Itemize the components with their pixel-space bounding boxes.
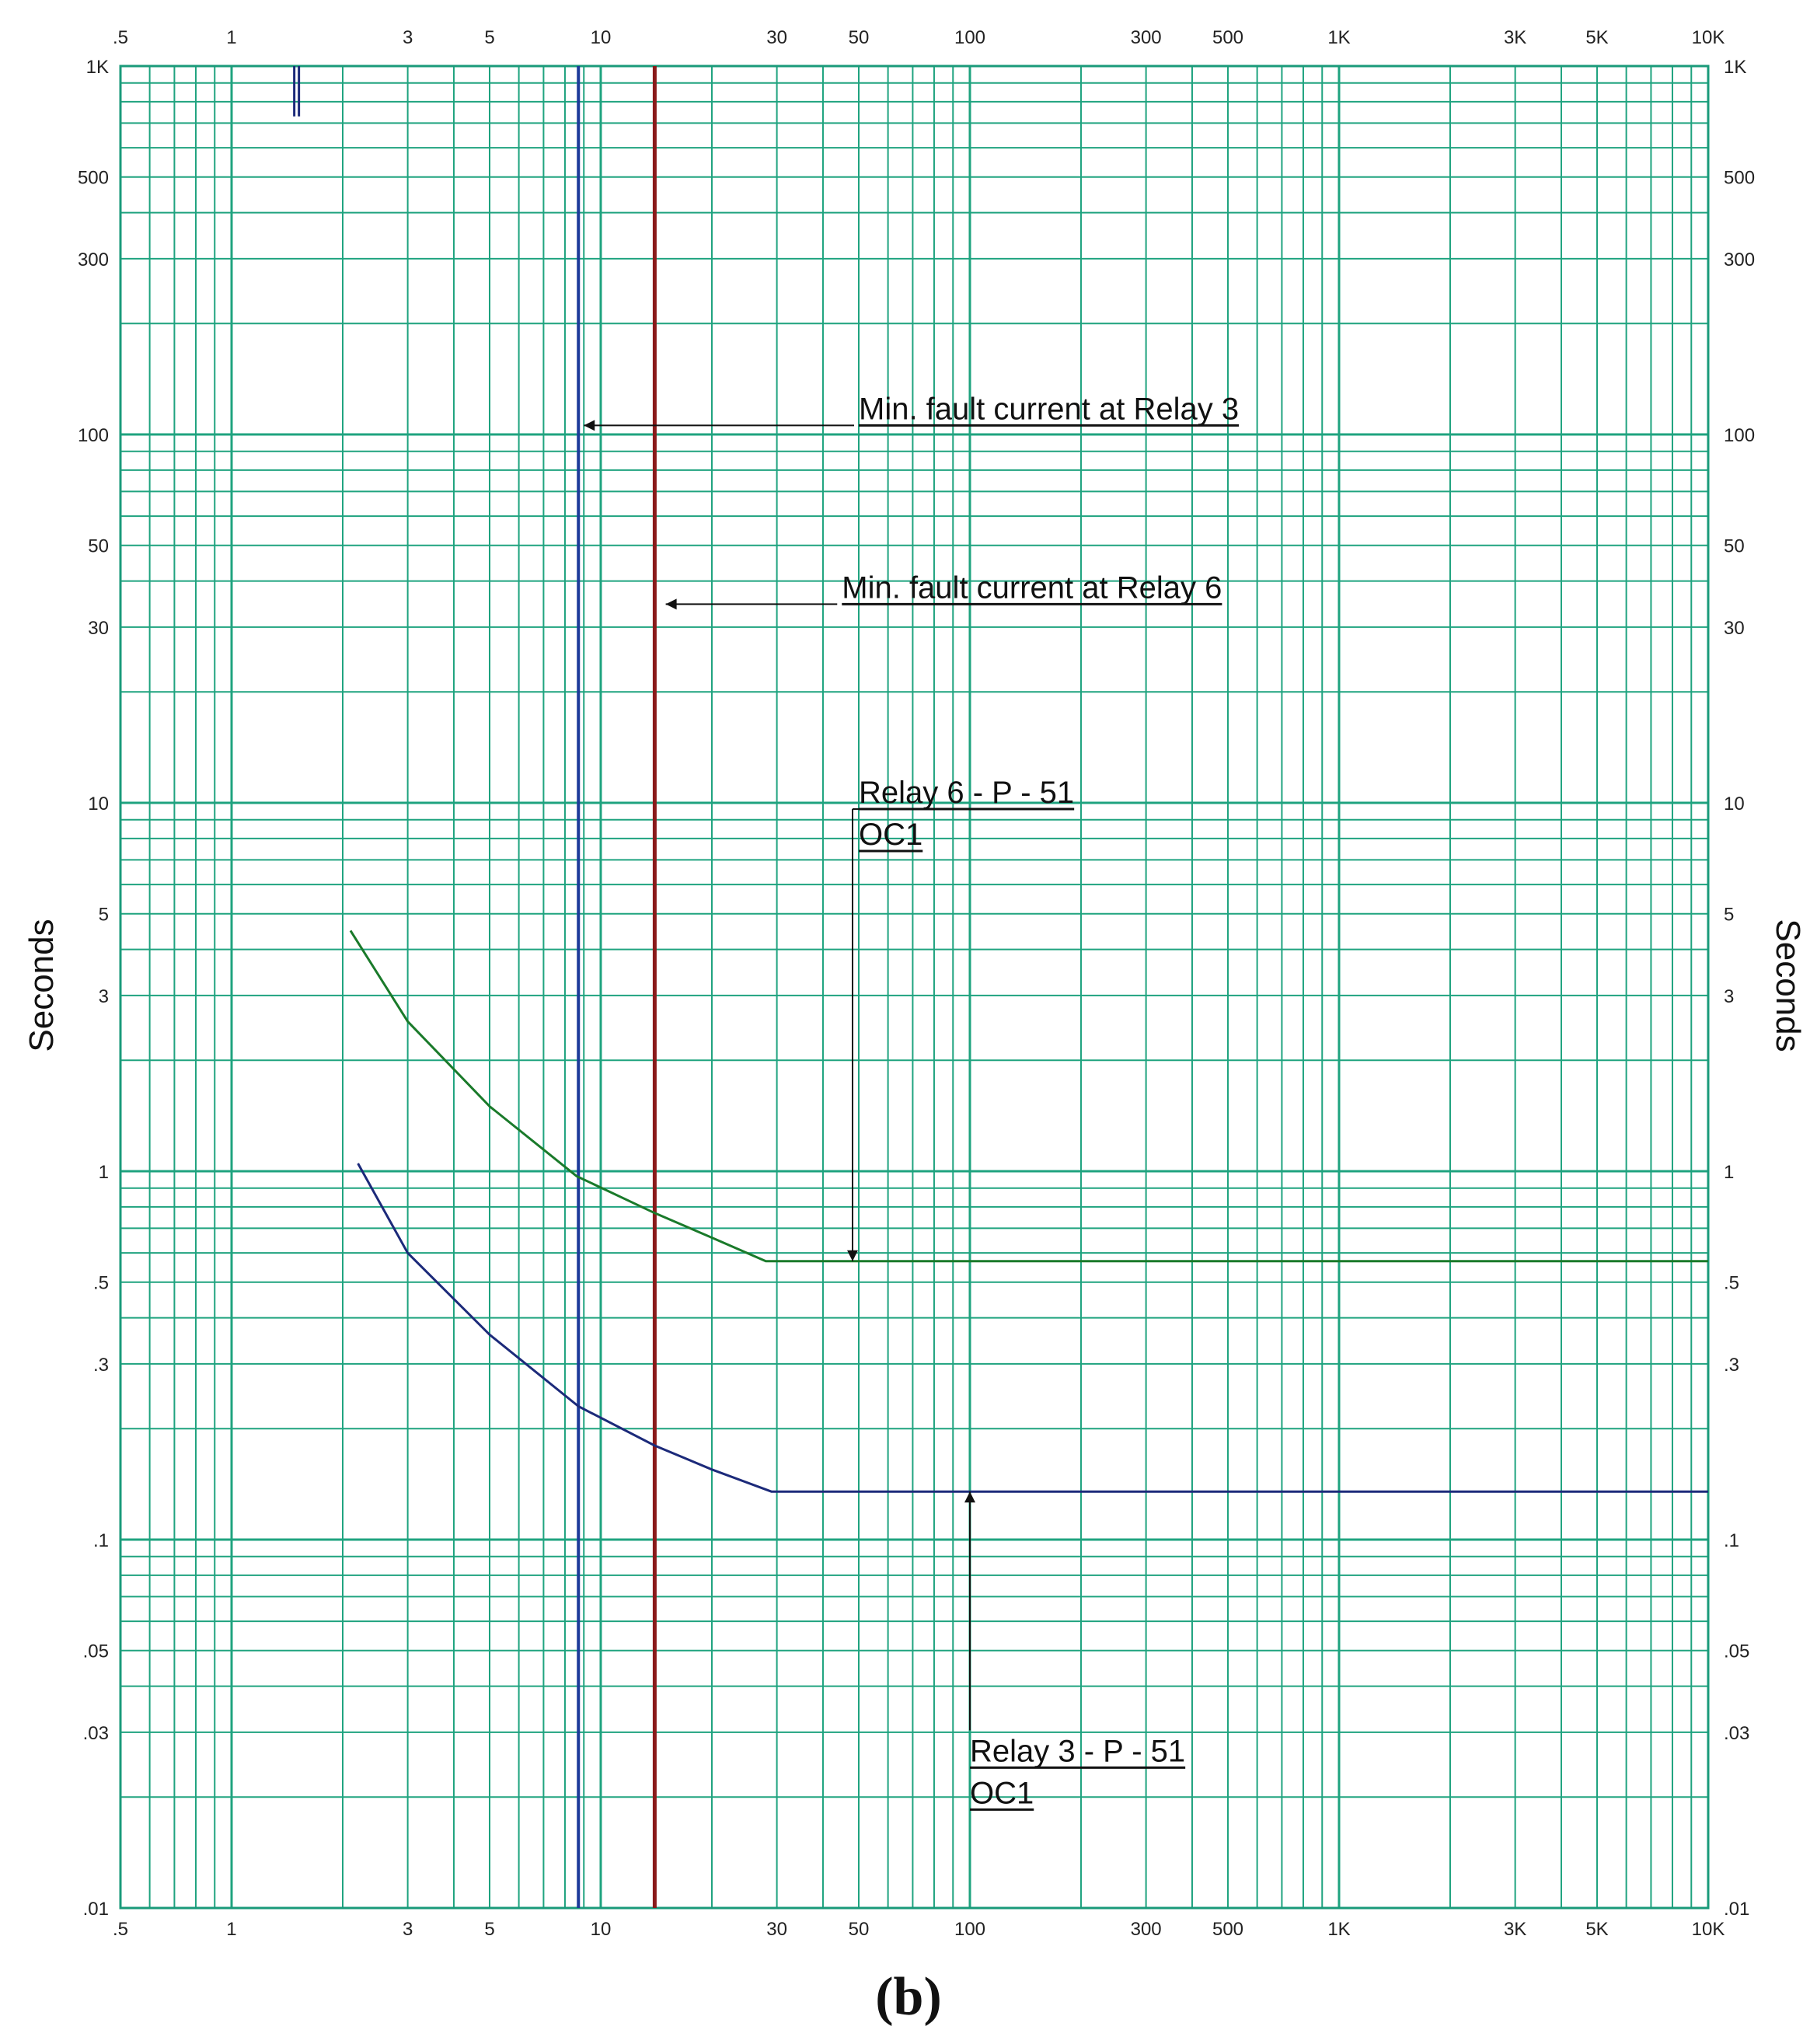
y-tick-label-right: .5 (1724, 1273, 1739, 1294)
x-tick-label-top: 3 (403, 27, 413, 48)
grid-lines (120, 65, 1710, 1910)
annotation-arrowhead (847, 1250, 859, 1261)
top-marker (293, 66, 301, 117)
y-tick-label-right: .01 (1724, 1899, 1749, 1920)
x-tick-label-top: 500 (1212, 27, 1243, 48)
x-tick-label-top: 1K (1327, 27, 1350, 48)
x-tick-label-top: 1 (226, 27, 236, 48)
x-tick-label-bottom: 5K (1585, 1919, 1608, 1940)
annotation-text: Min. fault current at Relay 6 (842, 570, 1222, 605)
y-tick-label-left: .1 (93, 1530, 109, 1551)
y-tick-label-right: .03 (1724, 1723, 1749, 1744)
annotation-text: Min. fault current at Relay 3 (859, 392, 1239, 426)
x-tick-label-bottom: 1K (1327, 1919, 1350, 1940)
x-tick-label-bottom: 3K (1504, 1919, 1526, 1940)
plot-frame (119, 65, 1710, 1910)
tick-labels: .5 .5 1 1 3 3 5 5 10 10 30 30 50 50 100 100 300 300 500 500… (78, 27, 1755, 1940)
y-tick-label-left: 3 (99, 986, 109, 1007)
x-tick-label-top: 5K (1585, 27, 1608, 48)
annotations: Min. fault current at Relay 3 Min. fault … (584, 392, 1240, 1811)
x-tick-label-bottom: 1 (226, 1919, 236, 1940)
x-tick-label-bottom: 500 (1212, 1919, 1243, 1940)
y-tick-label-right: 1K (1724, 57, 1746, 78)
relay-curve (349, 930, 1708, 1263)
x-tick-label-top: 5 (484, 27, 494, 48)
x-tick-label-top: 30 (766, 27, 787, 48)
x-tick-label-top: 10K (1692, 27, 1725, 48)
x-tick-label-top: 3K (1504, 27, 1526, 48)
annotation-text: Relay 3 - P - 51 (970, 1734, 1185, 1768)
x-tick-label-bottom: 300 (1131, 1919, 1162, 1940)
x-tick-label-bottom: 5 (484, 1919, 494, 1940)
y-tick-label-left: 10 (88, 794, 109, 814)
y-tick-label-left: 5 (99, 905, 109, 926)
y-tick-label-right: 10 (1724, 794, 1745, 814)
y-tick-label-right: 100 (1724, 425, 1755, 446)
x-tick-label-top: 100 (954, 27, 985, 48)
y-tick-label-right: 3 (1724, 986, 1734, 1007)
x-tick-label-top: 50 (849, 27, 870, 48)
annotation-text: Relay 6 - P - 51 (859, 776, 1074, 810)
annotation-arrowhead (964, 1491, 975, 1503)
y-tick-label-left: 30 (88, 618, 109, 639)
y-axis-label-right: Seconds (1769, 919, 1807, 1052)
annotation-text: OC1 (859, 818, 922, 852)
y-tick-label-left: .05 (83, 1641, 109, 1662)
x-tick-label-top: .5 (113, 27, 128, 48)
fault-current-lines (577, 66, 657, 1908)
y-tick-label-right: 30 (1724, 618, 1745, 639)
x-tick-label-top: 300 (1131, 27, 1162, 48)
y-tick-label-right: .05 (1724, 1641, 1749, 1662)
y-tick-label-right: 5 (1724, 905, 1734, 926)
y-tick-label-right: 1 (1724, 1162, 1734, 1183)
y-tick-label-left: 500 (78, 168, 109, 189)
y-tick-label-right: 500 (1724, 168, 1755, 189)
x-tick-label-top: 10 (591, 27, 612, 48)
x-tick-label-bottom: 10 (591, 1919, 612, 1940)
relay-curves (349, 930, 1708, 1493)
figure-caption: (b) (875, 1967, 942, 2027)
y-axis-label-left: Seconds (23, 919, 61, 1052)
x-tick-label-bottom: 3 (403, 1919, 413, 1940)
y-tick-label-left: 100 (78, 425, 109, 446)
y-tick-label-left: 50 (88, 536, 109, 557)
x-tick-label-bottom: 100 (954, 1919, 985, 1940)
y-tick-label-left: .03 (83, 1723, 109, 1744)
y-tick-label-left: .5 (93, 1273, 109, 1294)
x-tick-label-bottom: 30 (766, 1919, 787, 1940)
y-tick-label-left: 1K (86, 57, 109, 78)
y-tick-label-left: 1 (99, 1162, 109, 1183)
x-tick-label-bottom: 50 (849, 1919, 870, 1940)
annotation-text: OC1 (970, 1776, 1034, 1810)
y-tick-label-left: 300 (78, 249, 109, 270)
y-tick-label-right: .1 (1724, 1530, 1739, 1551)
y-tick-label-right: .3 (1724, 1355, 1739, 1376)
y-tick-label-right: 300 (1724, 249, 1755, 270)
annotation-arrowhead (584, 420, 595, 431)
y-tick-label-right: 50 (1724, 536, 1745, 557)
y-tick-label-left: .3 (93, 1355, 109, 1376)
y-tick-label-left: .01 (83, 1899, 109, 1920)
x-tick-label-bottom: .5 (113, 1919, 128, 1940)
relay-curve (357, 1163, 1708, 1493)
annotation-arrowhead (665, 598, 677, 610)
x-tick-label-bottom: 10K (1692, 1919, 1725, 1940)
